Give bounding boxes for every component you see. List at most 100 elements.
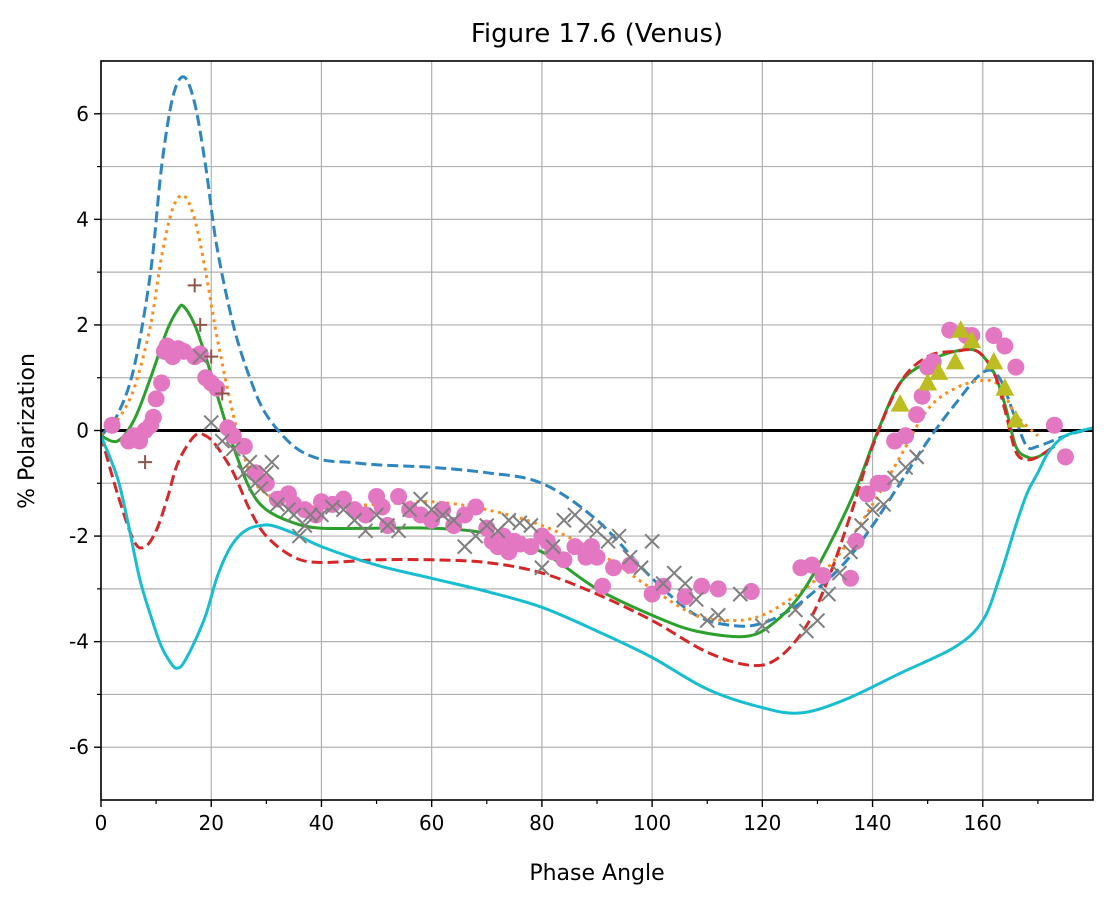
series-line-1	[101, 75, 1093, 628]
data-point-plus	[204, 349, 219, 364]
data-point-plus	[215, 386, 230, 401]
data-point-circle	[390, 487, 408, 505]
data-point-x	[214, 433, 230, 449]
data-point-circle	[654, 577, 672, 595]
data-point-x	[269, 496, 286, 513]
data-point-circle	[191, 345, 209, 363]
data-point-circle	[847, 532, 865, 550]
data-point-x	[242, 454, 258, 470]
x-tick-label: 140	[853, 811, 891, 835]
data-point-circle	[423, 511, 441, 529]
data-point-circle	[985, 326, 1003, 344]
x-tick-label: 160	[964, 811, 1002, 835]
data-point-circle	[566, 538, 584, 556]
data-point-circle	[588, 548, 606, 566]
data-point-circle	[467, 498, 485, 516]
data-point-circle	[144, 408, 162, 426]
chart-title: Figure 17.6 (Venus)	[471, 19, 723, 49]
y-tick-label: 6	[76, 102, 89, 126]
data-point-x	[253, 480, 269, 497]
series-group	[101, 75, 1093, 715]
ticks: 0 20 40 60 80 100 120 140 160 -6 -4 -2 0 2 4 6	[69, 102, 1039, 835]
data-point-x	[809, 612, 826, 629]
data-point-circle	[334, 490, 352, 508]
data-point-x	[192, 348, 208, 365]
data-point-circle	[897, 427, 915, 445]
data-point-x	[523, 517, 539, 534]
data-point-triangle	[995, 378, 1015, 396]
data-point-x	[578, 517, 594, 534]
data-point-x	[556, 512, 572, 528]
data-point-circle	[996, 337, 1014, 355]
data-point-triangle	[929, 362, 949, 380]
plot-frame	[100, 60, 1094, 801]
y-tick-label: -6	[69, 735, 89, 759]
data-point-circle	[594, 577, 612, 595]
data-point-x	[611, 528, 627, 544]
x-tick-label: 0	[95, 811, 108, 835]
data-point-circle	[803, 556, 821, 574]
data-point-triangle	[890, 394, 910, 412]
x-tick-label: 120	[743, 811, 781, 835]
x-tick-label: 100	[633, 811, 671, 835]
data-point-x	[644, 533, 660, 550]
y-tick-label: -4	[69, 630, 89, 654]
data-point-x	[831, 565, 848, 581]
data-point-circle	[224, 427, 242, 445]
data-point-circle	[208, 379, 226, 397]
data-point-x	[633, 560, 649, 576]
data-point-circle	[742, 582, 760, 600]
data-point-circle	[814, 567, 832, 585]
y-tick-label: -2	[69, 524, 89, 548]
data-point-circle	[908, 406, 926, 424]
data-point-x	[313, 507, 330, 523]
data-point-circle	[147, 390, 165, 408]
data-point-x	[423, 501, 440, 518]
data-point-x	[875, 496, 892, 513]
data-point-x	[225, 441, 241, 457]
data-point-x	[357, 523, 374, 539]
data-point-circle	[357, 506, 375, 524]
data-point-x	[302, 507, 319, 523]
data-point-triangle	[945, 351, 965, 370]
series-line-5	[101, 426, 1093, 715]
data-point-circle	[246, 464, 264, 482]
data-point-x	[754, 618, 771, 634]
data-point-circle	[842, 569, 860, 587]
data-point-circle	[373, 498, 391, 516]
data-point-x	[264, 454, 280, 470]
data-point-circle	[913, 387, 931, 405]
data-point-x	[479, 517, 495, 534]
data-point-circle	[1056, 448, 1074, 466]
data-point-x	[864, 501, 881, 518]
series-layer	[101, 75, 1093, 715]
data-point-circle	[522, 538, 540, 556]
data-point-x	[908, 449, 925, 465]
y-axis-title: % Polarization	[15, 353, 40, 509]
data-point-circle	[875, 474, 893, 492]
x-tick-label: 40	[309, 811, 334, 835]
data-point-x	[699, 612, 715, 629]
data-point-circle	[1007, 358, 1025, 376]
data-point-x	[710, 607, 726, 623]
data-point-x	[732, 586, 748, 602]
data-point-triangle	[962, 330, 982, 349]
data-point-triangle	[918, 372, 938, 391]
data-point-circle	[621, 556, 639, 574]
data-point-circle	[153, 374, 171, 392]
x-tick-label: 60	[419, 811, 444, 835]
data-point-x	[258, 465, 275, 481]
data-point-x	[787, 602, 804, 618]
data-point-x	[545, 538, 561, 555]
data-point-circle	[858, 485, 876, 503]
data-point-x	[534, 560, 550, 576]
data-point-triangle	[951, 320, 971, 338]
data-point-x	[390, 523, 407, 539]
data-point-x	[291, 528, 308, 544]
data-point-circle	[709, 580, 727, 598]
data-point-circle	[1045, 416, 1063, 434]
y-tick-label: 0	[76, 419, 89, 443]
x-tick-label: 20	[198, 811, 223, 835]
